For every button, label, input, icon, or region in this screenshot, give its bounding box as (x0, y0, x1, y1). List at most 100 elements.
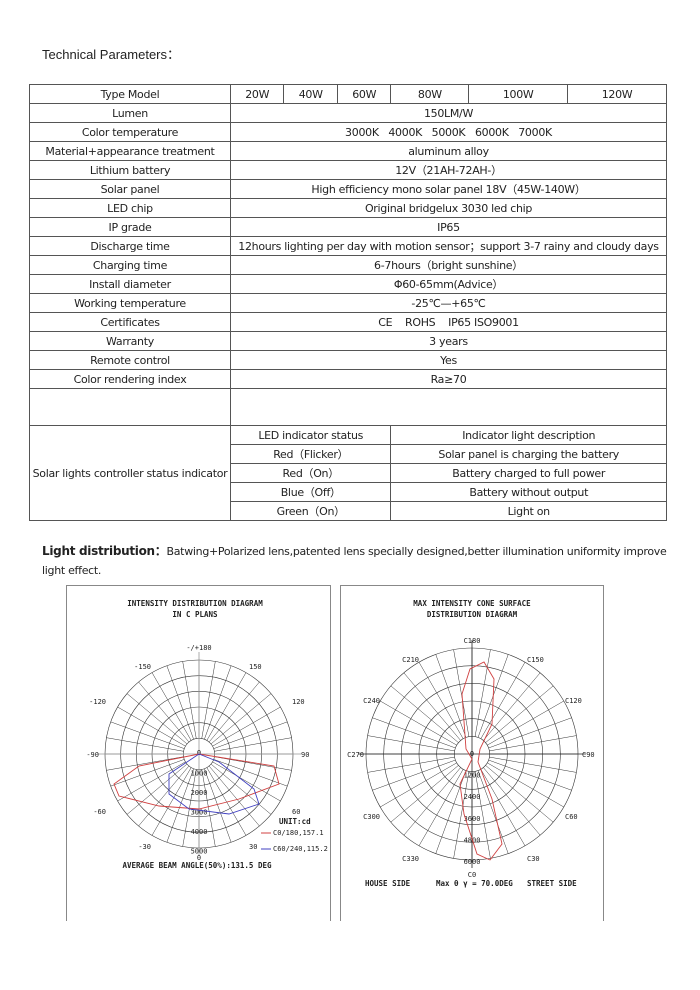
row-value: -25℃—+65℃ (230, 293, 667, 313)
grid-radial (403, 767, 461, 836)
angle-label: 90 (301, 751, 309, 759)
angle-label: C300 (363, 813, 380, 821)
ring-label: 3000 (191, 809, 208, 817)
intensity-distribution-diagram: INTENSITY DISTRIBUTION DIAGRAM IN C PLANS… (66, 585, 331, 921)
row-value: Ra≥70 (230, 369, 667, 389)
grid-radial (204, 768, 232, 843)
max-angle-text: Max θ γ = 70.0DEG (436, 879, 513, 888)
ring-label: 2000 (191, 789, 208, 797)
row-value: IP65 (230, 217, 667, 237)
grid-radial (214, 737, 292, 752)
table-row: Lumen 150LM/W (29, 103, 667, 123)
grid-radial (166, 768, 194, 843)
angle-label: C0 (468, 871, 476, 879)
angle-label: 120 (292, 698, 305, 706)
indicator-status: Green（On） (229, 501, 392, 521)
controller-row: Blue（Off） Battery without output (30, 482, 667, 502)
row-label: Discharge time (29, 236, 231, 256)
grid-radial (126, 693, 188, 745)
table-row: Install diameter Φ60-65mm(Advice） (29, 274, 667, 294)
angle-label: C60 (565, 813, 578, 821)
angle-label: C120 (565, 697, 582, 705)
grid-radial (390, 685, 459, 743)
grid-radial (182, 661, 197, 739)
grid-radial (210, 763, 272, 815)
angle-label: 30 (249, 843, 257, 851)
row-value: CE ROHS IP65 ISO9001 (230, 312, 667, 332)
ring-label: 1200 (464, 772, 481, 780)
grid-radial (418, 662, 464, 739)
grid-radial (206, 672, 247, 741)
grid-radial (418, 769, 464, 846)
table-row: Solar panel High efficiency mono solar pa… (29, 179, 667, 199)
grid-radial (487, 762, 564, 808)
table-row: Color temperature 3000K 4000K 5000K 6000K… (29, 122, 667, 142)
grid-radial (372, 759, 456, 791)
grid-radial (138, 681, 190, 743)
blank-row (29, 388, 667, 426)
house-side-label: HOUSE SIDE (365, 879, 411, 888)
angle-label: -120 (89, 698, 106, 706)
street-side-label: STREET SIDE (527, 879, 577, 888)
row-value: 6-7hours（bright sunshine） (230, 255, 667, 275)
grid-radial (138, 765, 190, 827)
grid-radial (390, 765, 459, 823)
grid-radial (480, 662, 526, 739)
grid-radial (110, 721, 185, 749)
grid-radial (110, 759, 185, 787)
c0-180-curve (113, 753, 280, 810)
table-row: Charging time 6-7hours（bright sunshine） (29, 255, 667, 275)
grid-radial (483, 767, 541, 836)
row-label: Charging time (29, 255, 231, 275)
row-label: Color temperature (29, 122, 231, 142)
row-label: IP grade (29, 217, 231, 237)
grid-radial (483, 672, 541, 741)
angle-label: -60 (93, 808, 106, 816)
angle-label: 60 (292, 808, 300, 816)
legend-label: C0/180,157.1 (273, 829, 324, 837)
ring-label: 5000 (191, 848, 208, 856)
unit-label: UNIT:cd (279, 817, 311, 826)
angle-label: 0 (197, 854, 201, 862)
grid-radial (453, 771, 470, 859)
beam-angle-text: AVERAGE BEAM ANGLE(50%):131.5 DEG (122, 861, 271, 870)
angle-label: C180 (464, 637, 481, 645)
table-row: Color rendering index Ra≥70 (29, 369, 667, 389)
grid-radial (372, 717, 456, 749)
grid-radial (210, 693, 272, 745)
grid-radial (487, 700, 564, 746)
angle-label: 150 (249, 663, 262, 671)
row-value: Yes (230, 350, 667, 370)
indicator-description: Battery without output (390, 482, 667, 502)
indicator-status: Red（On） (229, 463, 392, 483)
angle-label: C90 (582, 751, 595, 759)
ring-label: 4800 (464, 836, 481, 844)
grid-radial (367, 735, 455, 752)
controller-header-row: Solar lights controller status indicator… (29, 425, 667, 521)
angle-label: -30 (138, 843, 151, 851)
table-row: Discharge time 12hours lighting per day w… (29, 236, 667, 256)
status-col-header: LED indicator status (229, 425, 392, 445)
grid-radial (151, 672, 192, 741)
row-label: Lithium battery (29, 160, 231, 180)
model-cell: 120W (567, 84, 667, 104)
row-label: Color rendering index (29, 369, 231, 389)
grid-radial (151, 767, 192, 836)
indicator-status: Blue（Off） (229, 482, 392, 502)
grid-radial (208, 681, 260, 743)
grid-radial (166, 665, 194, 740)
row-value: 12hours lighting per day with motion sen… (230, 236, 667, 256)
c60-240-curve (168, 753, 260, 815)
grid-radial (201, 769, 216, 847)
cone-surface-diagram: MAX INTENSITY CONE SURFACE DISTRIBUTION D… (340, 585, 604, 921)
controller-row: Green（On） Light on (30, 501, 667, 521)
grid-radial (117, 761, 186, 802)
row-value: Φ60-65mm(Advice） (230, 274, 667, 294)
row-label: Install diameter (29, 274, 231, 294)
indicator-status: Red（Flicker） (229, 444, 392, 464)
grid-radial (380, 762, 457, 808)
grid-radial (106, 756, 184, 771)
controller-label: Solar lights controller status indicator (29, 425, 231, 521)
table-row: LED chip Original bridgelux 3030 led chip (29, 198, 667, 218)
desc-col-header: Indicator light description (390, 425, 667, 445)
